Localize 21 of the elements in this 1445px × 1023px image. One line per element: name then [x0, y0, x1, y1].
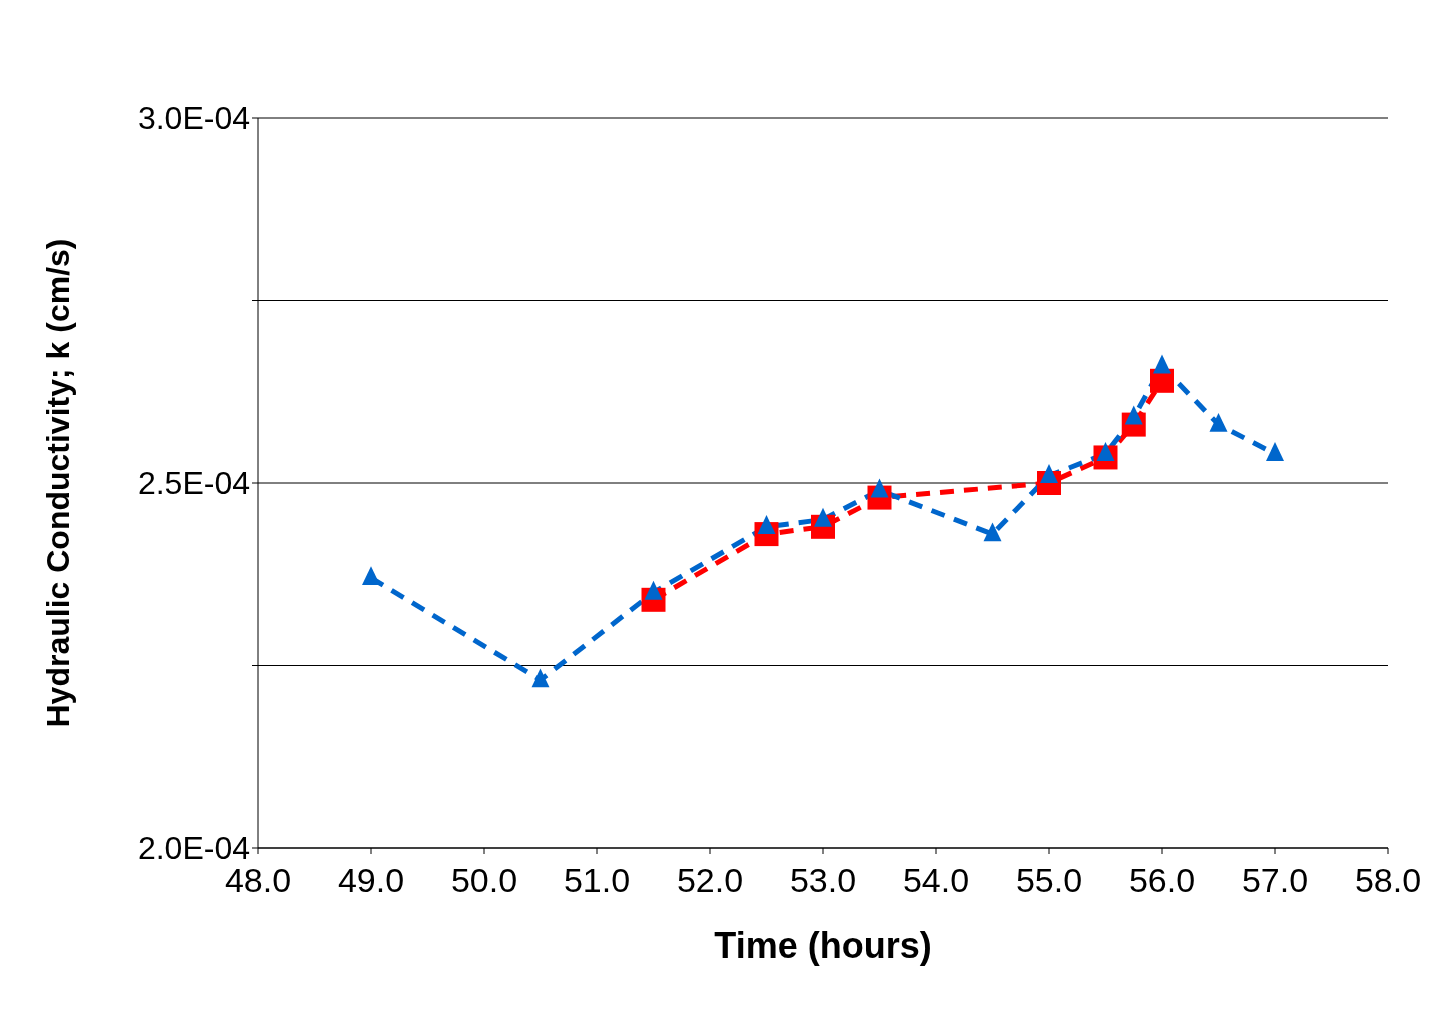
y-tick-label: 3.0E-04 [137, 100, 250, 137]
x-tick-label: 51.0 [563, 861, 631, 900]
y-axis-title: Hydraulic Conductivity; k (cm/s) [40, 238, 77, 728]
x-tick-label: 49.0 [337, 861, 405, 900]
x-tick-label: 55.0 [1015, 861, 1083, 900]
point [1153, 354, 1171, 374]
x-tick-label: 57.0 [1241, 861, 1309, 900]
x-tick-label: 50.0 [450, 861, 518, 900]
point [362, 566, 380, 586]
x-tick-label: 52.0 [676, 861, 744, 900]
x-tick-label: 53.0 [789, 861, 857, 900]
point [531, 668, 550, 688]
point [757, 515, 776, 534]
x-tick-label: 54.0 [902, 861, 970, 900]
point [1266, 442, 1284, 461]
x-tick-label: 56.0 [1128, 861, 1196, 900]
x-axis-title: Time (hours) [714, 925, 932, 966]
point [1209, 412, 1228, 432]
x-tick-label: 58.0 [1354, 861, 1422, 900]
point [983, 522, 1002, 542]
y-tick-label: 2.5E-04 [137, 465, 250, 502]
